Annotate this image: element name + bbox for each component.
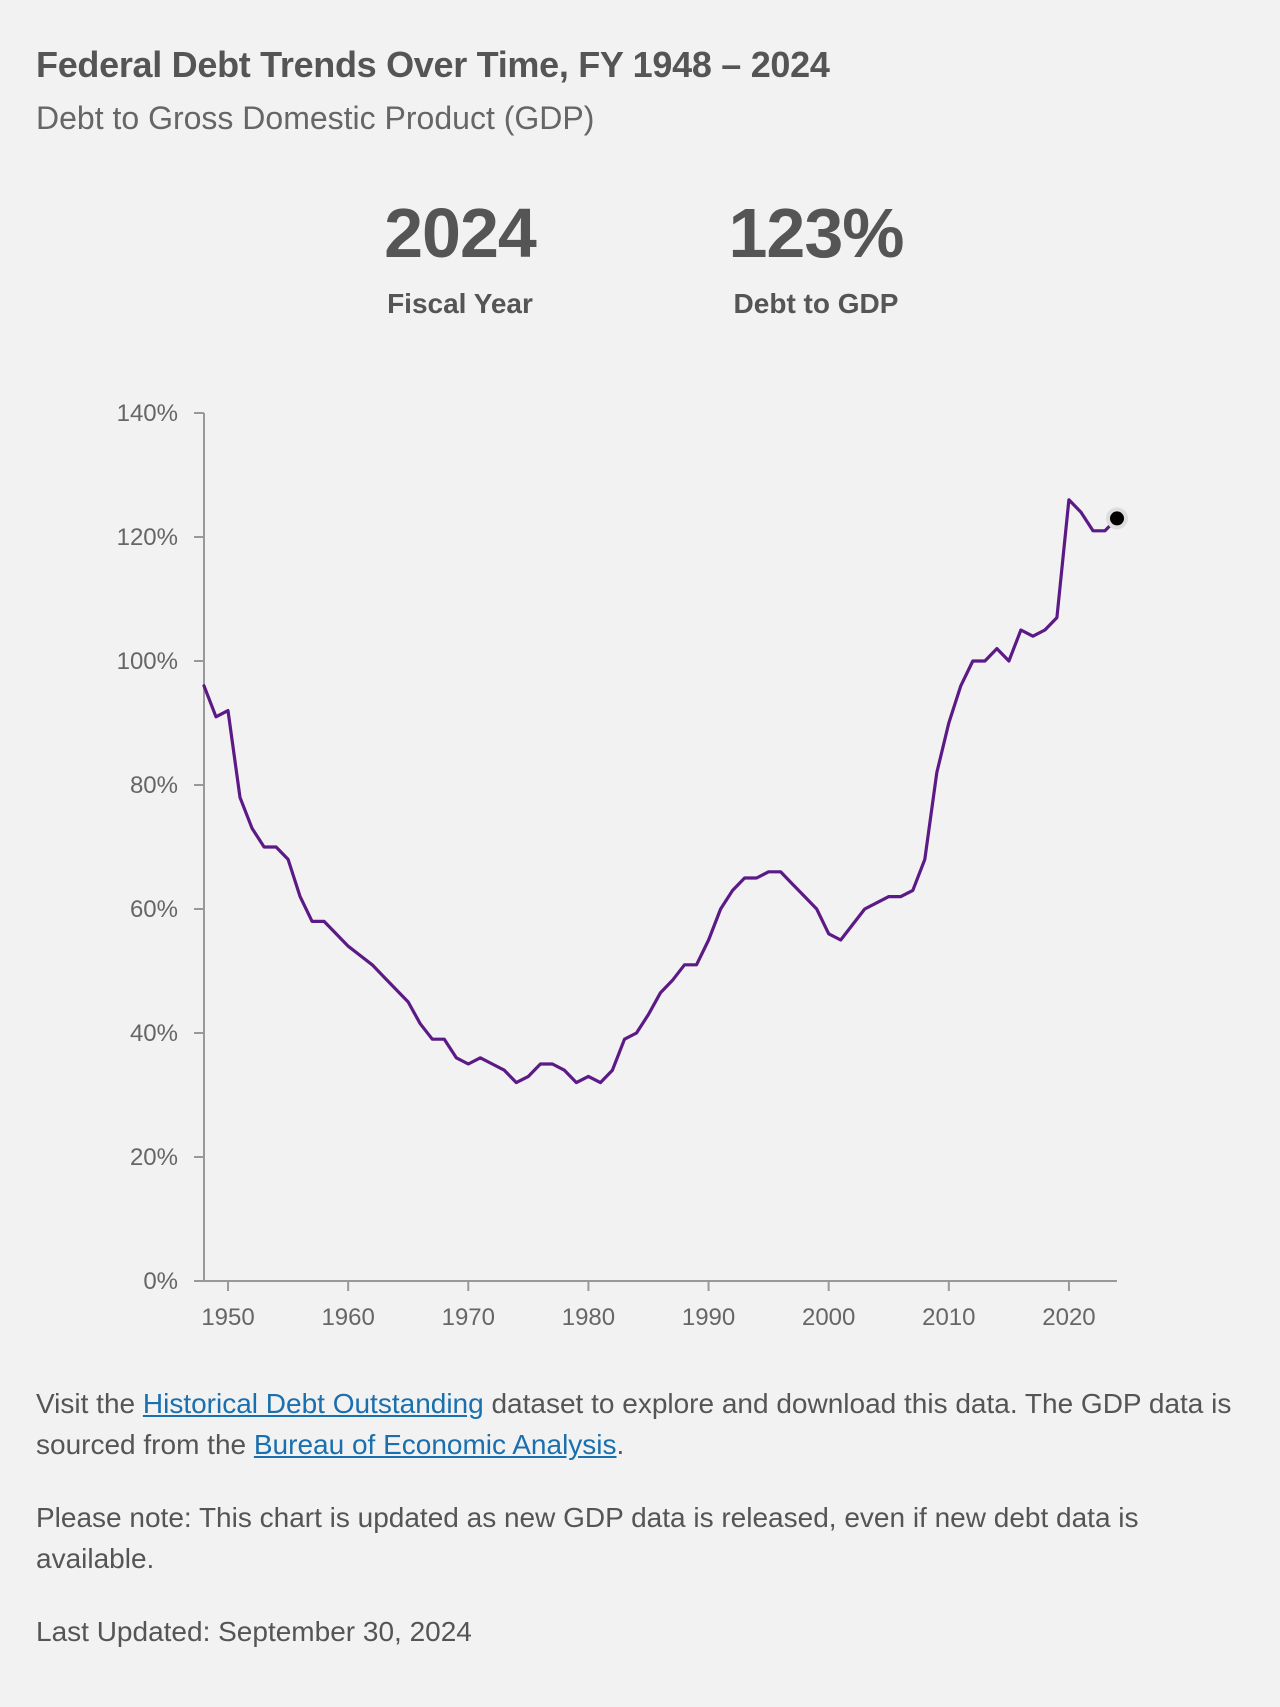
debt-to-gdp-label: Debt to GDP <box>733 288 899 319</box>
footer-text: . <box>616 1429 625 1460</box>
footer-text: dataset to explore and download this dat… <box>36 1388 1232 1460</box>
fiscal-year-stat: 2024 Fiscal Year <box>310 198 610 320</box>
series-line-debt-to-gdp <box>202 498 1119 1085</box>
x-tick-label: 1950 <box>201 1304 254 1330</box>
y-tick-label: 0% <box>143 1268 178 1295</box>
x-tick-label: 1980 <box>562 1304 615 1330</box>
page-subtitle: Debt to Gross Domestic Product (GDP) <box>36 100 595 136</box>
debt-to-gdp-chart[interactable]: 0% 20% 40% 60% 80% 100% 120% 140% 1950 1960 1970 19… <box>0 380 1280 1330</box>
debt-to-gdp-value: 123% <box>728 194 904 272</box>
footer-text: Visit the <box>36 1388 143 1419</box>
fiscal-year-value: 2024 <box>384 194 537 272</box>
debt-to-gdp-stat: 123% Debt to GDP <box>666 198 966 320</box>
y-tick-label: 140% <box>117 400 178 427</box>
x-tick-label: 1970 <box>442 1304 495 1330</box>
footer-source-note: Visit the Historical Debt Outstanding da… <box>36 1383 1236 1465</box>
page-title: Federal Debt Trends Over Time, FY 1948 –… <box>36 44 830 85</box>
fiscal-year-label: Fiscal Year <box>387 288 533 319</box>
highlight-marker <box>1110 511 1124 526</box>
x-tick-label: 1960 <box>321 1304 374 1330</box>
historical-debt-outstanding-link[interactable]: Historical Debt Outstanding <box>142 1388 484 1419</box>
last-updated: Last Updated: September 30, 2024 <box>36 1616 472 1647</box>
footer-update-note: Please note: This chart is updated as ne… <box>36 1502 1139 1574</box>
x-tick-label: 2010 <box>922 1304 975 1330</box>
y-tick-label: 60% <box>130 896 178 923</box>
y-tick-label: 20% <box>130 1144 178 1171</box>
x-tick-label: 1990 <box>682 1304 735 1330</box>
y-tick-label: 120% <box>117 524 178 551</box>
y-tick-label: 40% <box>130 1020 178 1047</box>
y-tick-label: 100% <box>117 648 178 675</box>
bureau-of-economic-analysis-link[interactable]: Bureau of Economic Analysis <box>253 1429 617 1460</box>
x-tick-label: 2000 <box>802 1304 855 1330</box>
y-tick-label: 80% <box>130 772 178 799</box>
x-tick-label: 2020 <box>1042 1304 1095 1330</box>
